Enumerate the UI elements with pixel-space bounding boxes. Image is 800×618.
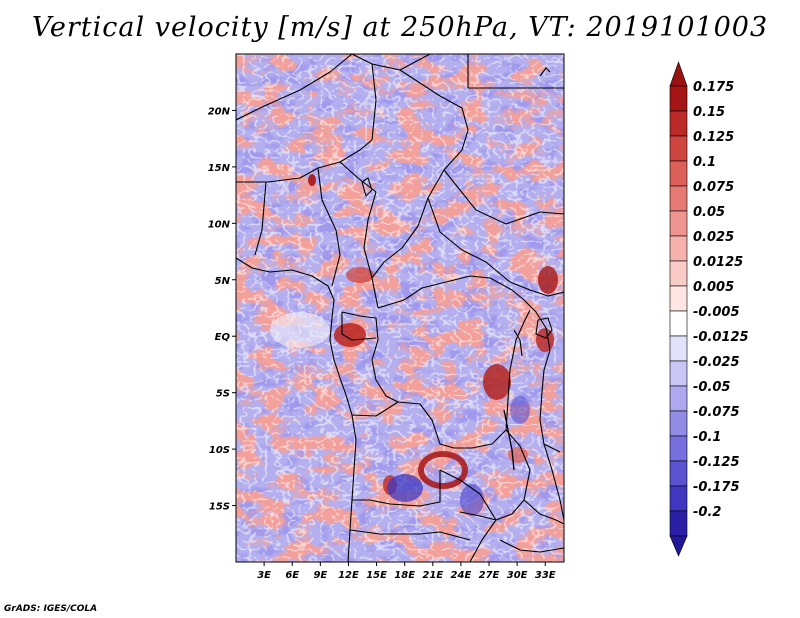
colorbar-bottom-cap	[669, 535, 688, 557]
lon-tick-label: 18E	[394, 570, 415, 581]
colorbar-label: -0.05	[693, 380, 730, 395]
colorbar-label: 0.1	[693, 155, 716, 170]
lat-tick-label: 10S	[209, 445, 230, 456]
lat-tick-label: 15N	[208, 163, 231, 174]
colorbar-swatch	[669, 135, 688, 162]
lon-tick-label: 24E	[451, 570, 472, 581]
lat-tick-label: 5S	[216, 389, 230, 400]
colorbar-swatch	[669, 235, 688, 262]
colorbar-swatch	[669, 460, 688, 487]
longitude-axis: 3E 6E 9E 12E 15E 18E 21E 24E 27E 30E 33E	[257, 562, 556, 581]
lat-tick-label: 5N	[215, 276, 231, 287]
lat-tick-label: EQ	[215, 332, 231, 343]
colorbar-swatch	[669, 110, 688, 137]
colorbar-swatch	[669, 210, 688, 237]
colorbar-label: -0.175	[693, 480, 740, 495]
colorbar-swatch	[669, 285, 688, 312]
colorbar-swatch	[669, 160, 688, 187]
colorbar-swatch	[669, 335, 688, 362]
colorbar-swatch	[669, 310, 688, 337]
colorbar-label: 0.175	[693, 80, 734, 95]
colorbar-label: 0.025	[693, 230, 734, 245]
colorbar-label: -0.0125	[693, 330, 749, 345]
colorbar-label: -0.075	[693, 405, 740, 420]
grads-credit: GrADS: IGES/COLA	[4, 604, 98, 614]
colorbar: 0.175 0.15 0.125 0.1 0.075 0.05 0.025 0.0125 0.0…	[669, 61, 749, 557]
lon-tick-label: 15E	[366, 570, 387, 581]
colorbar-swatch	[669, 410, 688, 437]
lon-tick-label: 33E	[535, 570, 556, 581]
lat-tick-label: 20N	[208, 106, 231, 117]
colorbar-label: 0.125	[693, 130, 734, 145]
colorbar-swatch	[669, 360, 688, 387]
colorbar-label: 0.0125	[693, 255, 743, 270]
lon-tick-label: 9E	[313, 570, 327, 581]
colorbar-label: 0.075	[693, 180, 734, 195]
colorbar-label: -0.125	[693, 455, 740, 470]
colorbar-label: -0.1	[693, 430, 721, 445]
lon-tick-label: 30E	[507, 570, 528, 581]
lat-tick-label: 10N	[208, 219, 231, 230]
colorbar-swatch	[669, 260, 688, 287]
latitude-axis: 20N 15N 10N 5N EQ 5S 10S 15S	[208, 106, 236, 513]
colorbar-label: 0.05	[693, 205, 725, 220]
lon-tick-label: 21E	[422, 570, 443, 581]
colorbar-label: 0.15	[693, 105, 725, 120]
colorbar-label: -0.005	[693, 305, 740, 320]
colorbar-label: -0.2	[693, 505, 721, 520]
country-borders	[236, 54, 564, 562]
colorbar-swatch	[669, 185, 688, 212]
vertical-velocity-field	[236, 54, 564, 562]
colorbar-swatch	[669, 385, 688, 412]
chart-title: Vertical velocity [m/s] at 250hPa, VT: 2…	[31, 12, 769, 43]
colorbar-top-cap	[669, 61, 688, 87]
lon-tick-label: 6E	[285, 570, 299, 581]
colorbar-swatch	[669, 510, 688, 537]
plot-frame	[235, 53, 565, 563]
colorbar-swatch	[669, 485, 688, 512]
colorbar-swatch	[669, 435, 688, 462]
colorbar-label: 0.005	[693, 280, 734, 295]
lon-tick-label: 3E	[257, 570, 271, 581]
lon-tick-label: 27E	[479, 570, 500, 581]
lat-tick-label: 15S	[209, 502, 230, 513]
colorbar-swatch	[669, 85, 688, 112]
colorbar-label: -0.025	[693, 355, 740, 370]
lon-tick-label: 12E	[338, 570, 359, 581]
